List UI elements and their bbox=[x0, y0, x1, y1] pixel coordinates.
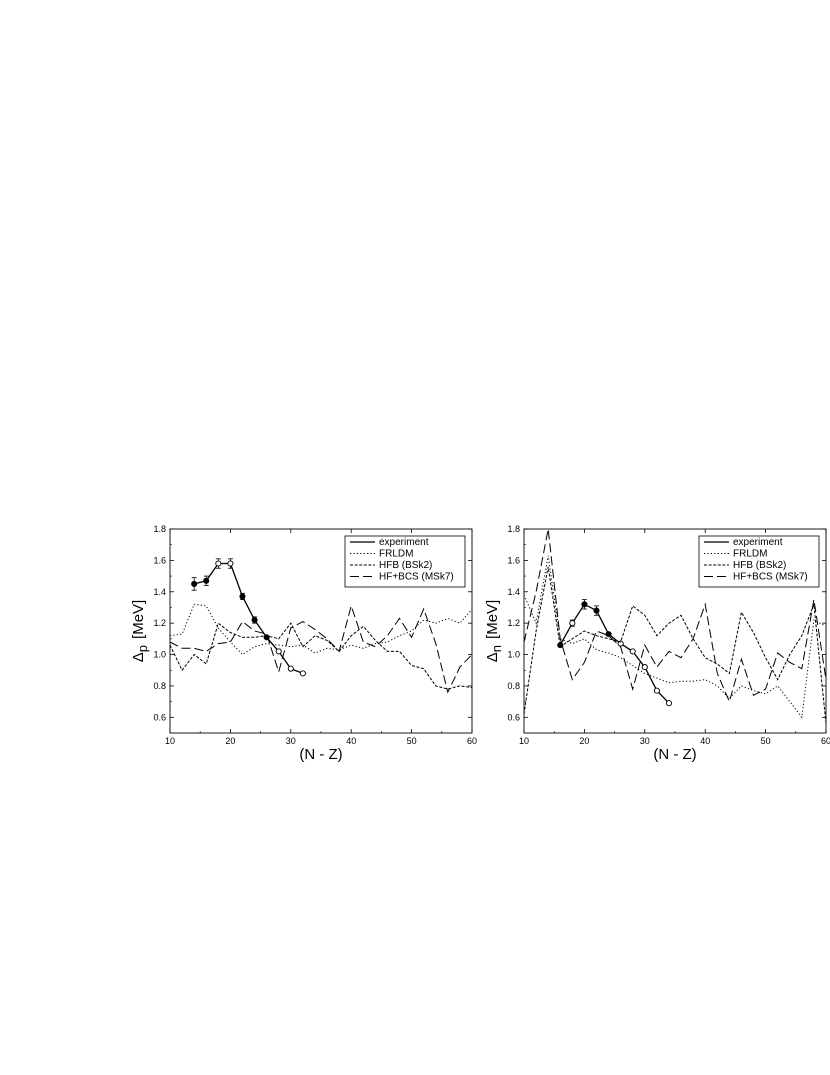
series-line-frldm bbox=[170, 603, 472, 656]
data-point-filled bbox=[251, 616, 258, 624]
data-point-filled bbox=[203, 577, 210, 584]
legend-label: HFB (BSk2) bbox=[379, 560, 432, 571]
y-tick-label: 0.6 bbox=[507, 712, 520, 722]
legend-label: experiment bbox=[379, 537, 429, 548]
y-axis-subscript: p bbox=[135, 645, 150, 652]
y-tick-label: 1.6 bbox=[507, 555, 520, 565]
data-point-filled bbox=[191, 580, 198, 587]
data-point-filled bbox=[557, 642, 564, 649]
y-axis-unit: [MeV] bbox=[130, 600, 147, 639]
x-axis-label: (N - Z) bbox=[653, 746, 696, 763]
x-tick-label: 40 bbox=[700, 736, 710, 746]
y-tick-label: 0.8 bbox=[507, 681, 520, 691]
x-tick-label: 40 bbox=[346, 736, 356, 746]
y-tick-label: 1.6 bbox=[153, 555, 166, 565]
y-tick-label: 1.8 bbox=[153, 524, 166, 534]
x-tick-label: 60 bbox=[821, 736, 830, 746]
x-tick-label: 50 bbox=[761, 736, 771, 746]
data-point-filled bbox=[581, 601, 588, 608]
data-point-filled bbox=[605, 631, 612, 638]
data-point-open bbox=[287, 665, 294, 672]
y-tick-label: 1.0 bbox=[153, 650, 166, 660]
y-axis-symbol: Δ bbox=[484, 652, 501, 662]
data-area bbox=[170, 558, 472, 694]
x-tick-label: 60 bbox=[467, 736, 477, 746]
x-tick-label: 50 bbox=[407, 736, 417, 746]
y-axis-symbol: Δ bbox=[130, 652, 147, 662]
series-line-hf-bcs-msk7 bbox=[524, 529, 826, 704]
legend-label: HFB (BSk2) bbox=[733, 560, 786, 571]
series-line-experiment bbox=[559, 603, 670, 704]
legend-box bbox=[698, 535, 820, 588]
series-line-hfb-bsk2 bbox=[170, 622, 472, 690]
chart-panel-2: 10 20 30 40 50 60 0.6 0.8 1.0 1.2 1.4 1.6 1.8 (N - Z)… bbox=[484, 524, 830, 763]
chart-panel-1: 10 20 30 40 50 60 0.6 0.8 1.0 1.2 1.4 1.6 1.8 (N - Z)… bbox=[130, 524, 477, 763]
y-tick-label: 1.2 bbox=[153, 618, 166, 628]
series-line-experiment bbox=[194, 562, 304, 675]
y-tick-label: 1.2 bbox=[507, 618, 520, 628]
series-line-hfb-bsk2 bbox=[524, 566, 826, 724]
legend-label: experiment bbox=[733, 537, 783, 548]
y-axis-subscript: n bbox=[489, 645, 504, 652]
legend-box bbox=[344, 535, 466, 588]
legend-label: FRLDM bbox=[733, 549, 767, 560]
x-tick-label: 30 bbox=[286, 736, 296, 746]
data-point-open bbox=[275, 648, 282, 655]
data-point-open bbox=[629, 648, 636, 655]
data-point-open bbox=[665, 700, 673, 707]
x-axis-label: (N - Z) bbox=[299, 746, 342, 763]
y-tick-label: 1.0 bbox=[507, 650, 520, 660]
data-point-open bbox=[569, 620, 576, 627]
y-axis-label: Δn [MeV] bbox=[484, 600, 504, 662]
data-point-filled bbox=[239, 593, 246, 600]
y-tick-label: 0.6 bbox=[153, 712, 166, 722]
x-tick-label: 10 bbox=[165, 736, 175, 746]
legend-label: HF+BCS (MSk7) bbox=[733, 572, 808, 583]
x-tick-label: 30 bbox=[640, 736, 650, 746]
y-tick-label: 1.4 bbox=[507, 587, 520, 597]
data-point-open bbox=[215, 560, 222, 567]
data-point-open bbox=[653, 687, 660, 694]
y-tick-label: 1.4 bbox=[153, 587, 166, 597]
series-line-hf-bcs-msk7 bbox=[170, 604, 472, 694]
y-tick-label: 0.8 bbox=[153, 681, 166, 691]
x-tick-label: 20 bbox=[225, 736, 235, 746]
legend-label: HF+BCS (MSk7) bbox=[379, 572, 454, 583]
y-tick-label: 1.8 bbox=[507, 524, 520, 534]
x-tick-label: 20 bbox=[579, 736, 589, 746]
data-point-open bbox=[299, 670, 306, 677]
data-point-open bbox=[641, 664, 648, 671]
legend-label: FRLDM bbox=[379, 549, 413, 560]
y-axis-label: Δp [MeV] bbox=[130, 600, 150, 662]
y-axis-unit: [MeV] bbox=[484, 600, 501, 639]
data-point-filled bbox=[593, 607, 600, 614]
data-area bbox=[524, 529, 826, 724]
data-point-open bbox=[227, 560, 234, 567]
x-tick-label: 10 bbox=[519, 736, 529, 746]
